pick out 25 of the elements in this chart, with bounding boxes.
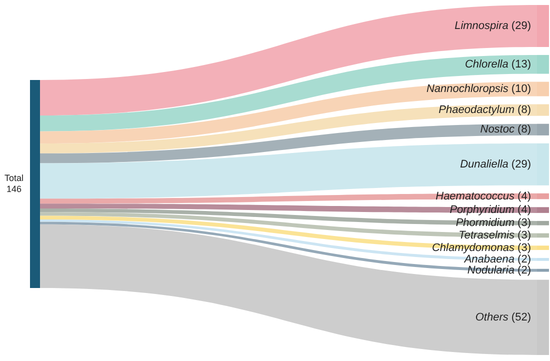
data-label: (2) <box>514 253 531 266</box>
data-label: (3) <box>514 229 531 242</box>
category-label: Phaeodactylum <box>438 104 514 116</box>
category-label: Chlorella <box>464 58 508 70</box>
data-label: (8) <box>514 104 531 116</box>
data-label: (10) <box>508 83 531 96</box>
category-label: Tetraselmis <box>458 230 515 242</box>
data-label: (3) <box>514 242 531 254</box>
text: Total 146 <box>4 172 24 194</box>
data-label: (29) <box>508 158 531 170</box>
data-label: (4) <box>514 190 531 202</box>
category-label: Haematococcus <box>436 190 515 202</box>
category-label: Others <box>475 311 509 324</box>
category-label: Nostoc <box>480 124 515 136</box>
category-label: Nodularia <box>467 264 514 276</box>
category-label: Limnospira <box>454 20 508 32</box>
data-label: (8) <box>514 124 531 136</box>
data-label: (2) <box>514 264 531 276</box>
data-label: (29) <box>508 20 531 32</box>
category-label: Chlamydomonas <box>432 242 515 254</box>
data-label: (52) <box>508 311 531 324</box>
data-label: (13) <box>508 58 531 70</box>
category-label: Anabaena <box>463 253 514 266</box>
category-label: Dunaliella <box>460 158 508 170</box>
category-label: Nannochloropsis <box>426 83 509 96</box>
